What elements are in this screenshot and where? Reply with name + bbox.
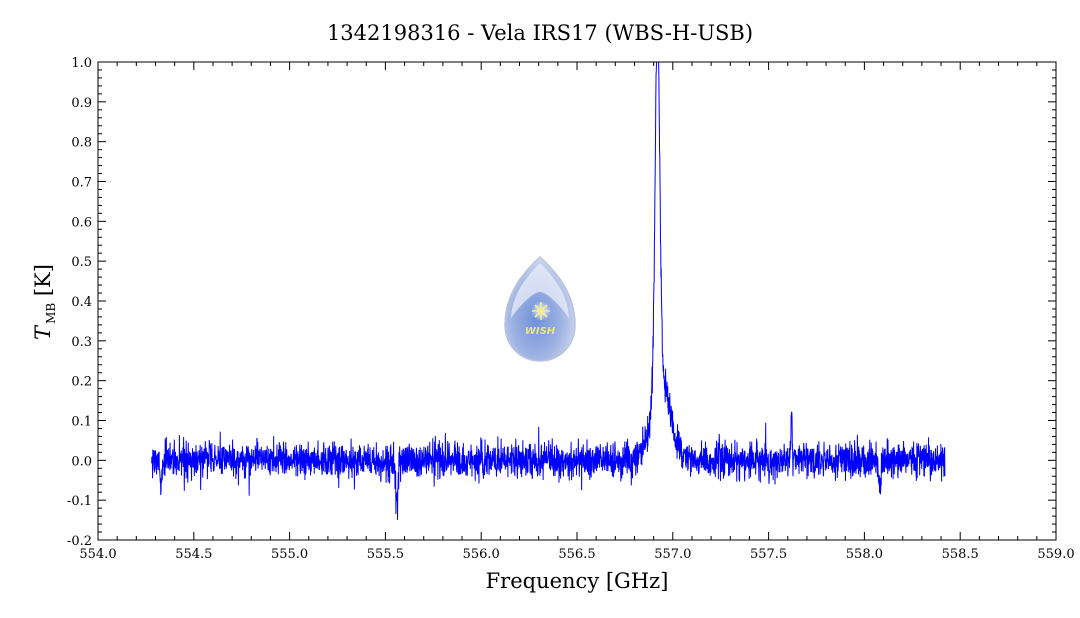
x-tick-label: 558.0 [846, 547, 883, 562]
x-tick-label: 554.5 [175, 547, 212, 562]
y-tick-label: 0.5 [71, 255, 92, 270]
y-tick-label: 0.1 [71, 415, 92, 430]
chart-title: 1342198316 - Vela IRS17 (WBS-H-USB) [327, 21, 753, 45]
x-axis-label: Frequency [GHz] [486, 569, 669, 593]
x-tick-label: 558.5 [942, 547, 979, 562]
y-tick-label: 0.7 [71, 176, 92, 191]
x-tick-label: 556.0 [463, 547, 500, 562]
y-axis-label-subscript: MB [44, 303, 58, 324]
y-tick-label: 0.2 [71, 375, 92, 390]
x-tick-label: 557.5 [750, 547, 787, 562]
x-tick-labels: 554.0 554.5 555.0 555.5 556.0 556.5 557.0 557.5… [79, 547, 1074, 562]
x-tick-label: 557.0 [654, 547, 691, 562]
axis-ticks [97, 61, 1057, 541]
x-tick-label: 556.5 [558, 547, 595, 562]
y-axis-label: TMB [K] [31, 264, 58, 340]
x-tick-label: 554.0 [79, 547, 116, 562]
y-axis-label-unit: [K] [31, 264, 55, 303]
y-tick-label: 0.6 [71, 215, 92, 230]
wish-logo-text: WISH [525, 326, 556, 337]
x-tick-label: 555.5 [367, 547, 404, 562]
y-tick-label: -0.2 [67, 534, 92, 549]
wish-logo: WISH [504, 255, 576, 362]
y-tick-label: 0.8 [71, 136, 92, 151]
y-tick-label: 0.3 [71, 335, 92, 350]
y-tick-label: -0.1 [67, 494, 92, 509]
y-tick-labels: -0.2 -0.1 0.0 0.1 0.2 0.3 0.4 0.5 0.6 0.7 0.8 0.9 1.… [67, 56, 92, 549]
x-tick-label: 555.0 [271, 547, 308, 562]
y-axis-label-symbol: T [31, 324, 55, 340]
y-tick-label: 0.4 [71, 295, 92, 310]
y-tick-label: 0.0 [71, 454, 92, 469]
series-line-spectrum [151, 61, 946, 521]
y-tick-label: 1.0 [71, 56, 92, 71]
y-tick-label: 0.9 [71, 96, 92, 111]
plot-frame [97, 61, 1057, 541]
x-tick-label: 559.0 [1037, 547, 1074, 562]
